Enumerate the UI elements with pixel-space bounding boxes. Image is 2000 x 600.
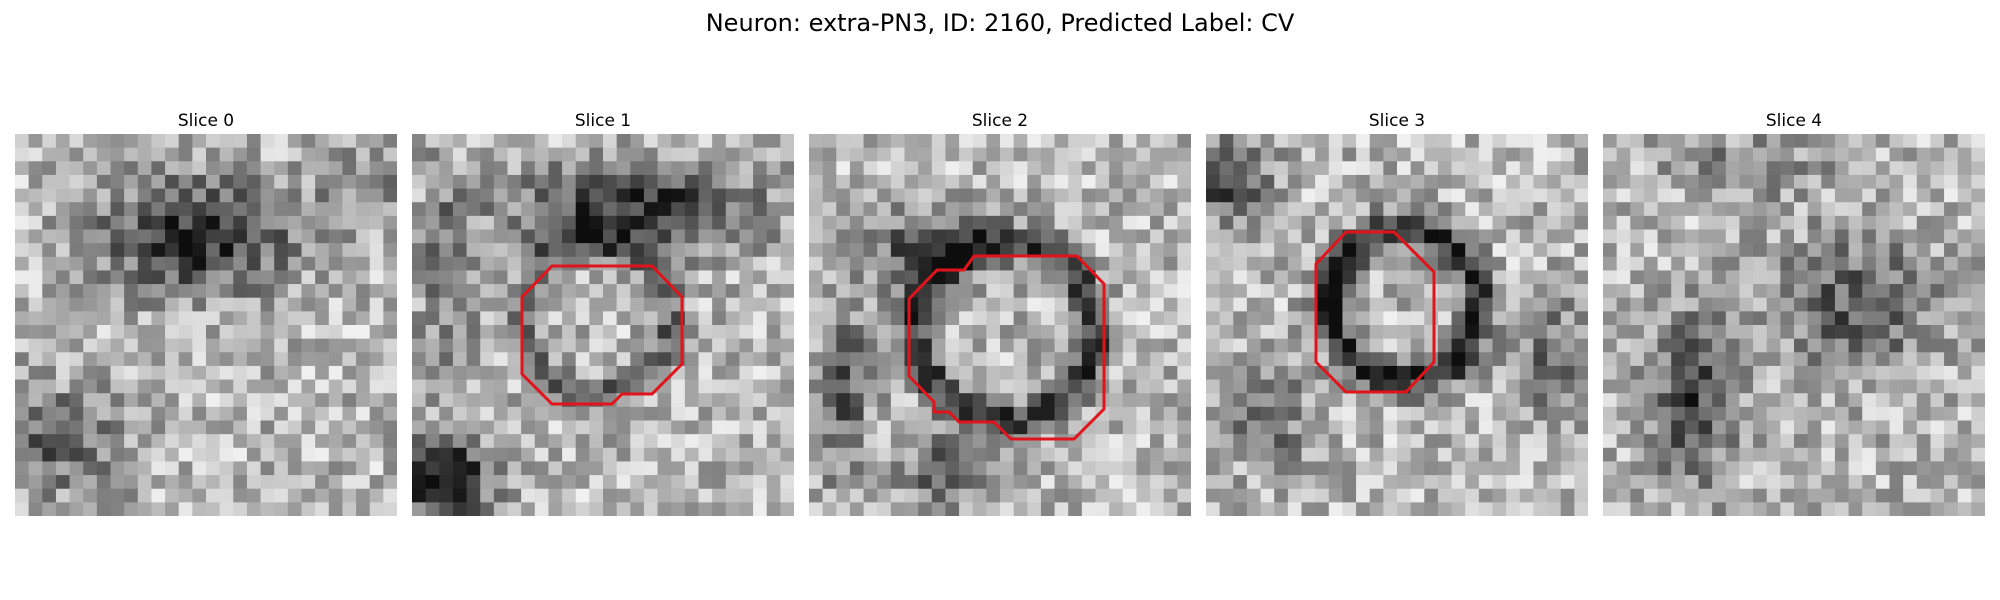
segmentation-contour	[1314, 230, 1436, 394]
slice-panel-3: Slice 3	[1206, 108, 1588, 516]
slice-image	[1603, 134, 1985, 516]
slice-panel-1: Slice 1	[412, 108, 794, 516]
segmentation-contour	[520, 264, 684, 406]
slice-image	[809, 134, 1191, 516]
slice-image	[1206, 134, 1588, 516]
slice-image	[412, 134, 794, 516]
segmentation-contour	[907, 254, 1106, 441]
slice-panel-0: Slice 0	[15, 108, 397, 516]
slice-title: Slice 4	[1765, 111, 1823, 131]
slice-title: Slice 3	[1368, 111, 1426, 131]
figure-title: Neuron: extra-PN3, ID: 2160, Predicted L…	[705, 9, 1295, 37]
slice-panel-4: Slice 4	[1603, 108, 1985, 516]
slice-title: Slice 1	[574, 111, 632, 131]
slice-image	[15, 134, 397, 516]
slice-title: Slice 2	[971, 111, 1029, 131]
slice-title: Slice 0	[177, 111, 235, 131]
slice-panel-2: Slice 2	[809, 108, 1191, 516]
